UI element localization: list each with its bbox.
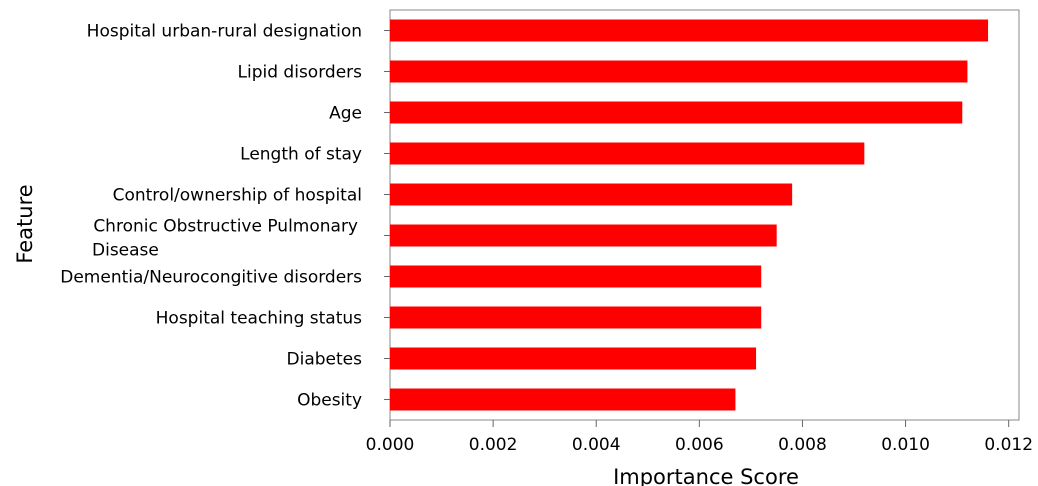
bar — [390, 60, 968, 83]
y-axis-ticks — [384, 30, 390, 400]
bar — [390, 388, 736, 411]
x-tick-label: 0.002 — [469, 435, 518, 455]
category-label: Age — [329, 104, 362, 124]
bars — [390, 19, 989, 411]
x-axis-tick-labels: 0.000 0.002 0.004 0.006 0.008 0.010 0.012 — [366, 435, 1033, 455]
category-label: Hospital urban-rural designation — [87, 22, 362, 42]
category-label: Chronic Obstructive Pulmonary — [93, 217, 358, 237]
category-label: Dementia/Neurocongitive disorders — [60, 268, 362, 288]
bar — [390, 101, 963, 124]
category-label: Obesity — [297, 391, 362, 411]
y-axis-category-labels: Hospital urban-rural designation Lipid di… — [60, 22, 362, 411]
category-label: Lipid disorders — [238, 63, 363, 83]
bar — [390, 347, 757, 370]
x-tick-label: 0.006 — [675, 435, 724, 455]
category-label: Hospital teaching status — [156, 309, 363, 329]
y-axis-title: Feature — [13, 184, 37, 263]
x-axis-ticks — [389, 420, 1010, 427]
x-tick-label: 0.004 — [572, 435, 621, 455]
bar — [390, 183, 793, 206]
category-label: Control/ownership of hospital — [113, 186, 362, 206]
category-label: Diabetes — [287, 350, 363, 370]
bar — [390, 306, 762, 329]
bar — [390, 224, 777, 247]
bar — [390, 142, 865, 165]
x-tick-label: 0.012 — [984, 435, 1033, 455]
category-label-line-2: Disease — [92, 241, 159, 261]
bar — [390, 19, 989, 42]
x-tick-label: 0.008 — [778, 435, 827, 455]
bar — [390, 265, 762, 288]
plot-frame — [389, 9, 1020, 421]
x-axis-title: Importance Score — [613, 465, 799, 486]
x-tick-label: 0.000 — [366, 435, 415, 455]
x-tick-label: 0.010 — [881, 435, 930, 455]
plot-border — [389, 9, 1020, 421]
category-label: Length of stay — [240, 145, 362, 165]
